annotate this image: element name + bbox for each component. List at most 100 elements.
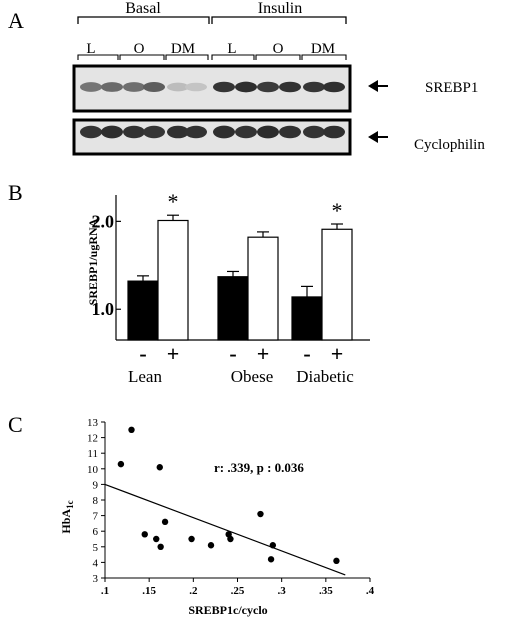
error-bar-lean-basal: [137, 275, 149, 282]
scatter-y-tick-label-3: 3: [93, 573, 99, 585]
srebp1-arrow-icon: [368, 80, 388, 92]
subgroup-label-insulin-o: O: [273, 41, 284, 57]
band-cyclophilin-7: [213, 125, 235, 139]
significance-marker-diabetic: *: [332, 198, 343, 223]
band-cyclophilin-9: [257, 125, 279, 139]
band-srebp1-9: [257, 81, 279, 93]
scatter-point-13: [267, 556, 275, 563]
band-cyclophilin-3: [123, 125, 145, 139]
scatter-ylabel: HbA1c: [59, 500, 75, 533]
blot-row-label-srebp1: SREBP1: [425, 80, 478, 96]
band-srebp1-6: [185, 82, 207, 92]
bar-lean-basal: [127, 280, 159, 341]
subgroup-label-insulin-l: L: [227, 41, 236, 57]
scatter-x-tick-label-0: .1: [101, 585, 109, 597]
band-cyclophilin-10: [279, 125, 301, 139]
bar-chart: 1.02.0- + - + - +* *: [92, 189, 370, 366]
scatter-point-11: [227, 535, 234, 543]
bar-chart-ylabel: SREBP1/ugRNA: [86, 218, 100, 305]
scatter-y-tick-label-9: 9: [93, 479, 99, 491]
bar-diabetic-insulin: [321, 228, 353, 341]
scatter-x-tick-label-4: .3: [278, 585, 287, 597]
band-srebp1-1: [80, 82, 102, 92]
band-cyclophilin-12: [323, 125, 345, 139]
significance-marker-lean: *: [168, 189, 179, 214]
scatter-point-3: [141, 531, 148, 538]
scatter-point-12: [257, 510, 264, 518]
bar-y-tick-label-1: 2.0: [92, 211, 115, 231]
blot-subgroup-labels: L O DM L O DM: [86, 41, 335, 57]
bar-diabetic-basal: [291, 296, 323, 341]
band-cyclophilin-8: [235, 125, 257, 139]
bar-category-label-diabetic: Diabetic: [296, 367, 354, 386]
scatter-y-tick-label-6: 6: [93, 526, 99, 538]
condition-label-diabetic-minus: -: [303, 341, 310, 366]
scatter-point-5: [156, 464, 163, 471]
scatter-y-tick-label-10: 10: [87, 464, 99, 476]
error-bar-diabetic-basal: [301, 285, 313, 297]
error-bar-obese-insulin: [257, 231, 269, 238]
panel-label-b: B: [8, 180, 23, 205]
band-srebp1-11: [303, 81, 325, 93]
band-cyclophilin-5: [167, 125, 189, 139]
scatter-y-tick-label-12: 12: [87, 433, 98, 445]
scatter-y-tick-label-13: 13: [87, 417, 99, 429]
band-srebp1-7: [213, 81, 235, 93]
bar-chart-category-labels: Lean Obese Diabetic: [128, 367, 354, 386]
panel-label-a: A: [8, 8, 24, 33]
condition-label-lean-minus: -: [139, 341, 146, 366]
group-label-basal: Basal: [125, 0, 161, 17]
scatter-point-9: [207, 542, 215, 549]
band-cyclophilin-4: [143, 125, 165, 139]
group-label-insulin: Insulin: [258, 0, 302, 17]
scatter-y-tick-label-7: 7: [93, 511, 99, 523]
panel-label-c: C: [8, 412, 23, 437]
band-srebp1-12: [323, 81, 345, 93]
scatter-xlabel: SREBP1c/cyclo: [188, 603, 267, 617]
error-bar-obese-basal: [227, 270, 239, 277]
subgroup-label-basal-o: O: [134, 41, 145, 57]
subgroup-label-basal-l: L: [86, 41, 95, 57]
blot-subgroups: [77, 54, 347, 60]
error-bar-lean-insulin: [167, 214, 179, 221]
error-bar-diabetic-insulin: [331, 223, 343, 230]
bar-category-label-obese: Obese: [231, 367, 273, 386]
condition-label-obese-plus: +: [257, 341, 270, 366]
scatter-point-2: [128, 426, 135, 433]
scatter-x-tick-label-6: .4: [366, 585, 375, 597]
scatter-y-tick-label-4: 4: [93, 557, 99, 569]
scatter-y-tick-label-8: 8: [93, 495, 99, 507]
band-cyclophilin-11: [303, 125, 325, 139]
scatter-ylabel-text: HbA: [59, 509, 73, 534]
cyclophilin-arrow-icon: [368, 131, 388, 143]
scatter-point-15: [333, 557, 340, 565]
svg-text:HbA1c: HbA1c: [59, 500, 75, 533]
bar-obese-basal: [217, 276, 249, 341]
scatter-annotation: r: .339, p : 0.036: [214, 460, 304, 475]
blot-row-label-cyclophilin: Cyclophilin: [414, 137, 485, 153]
subgroup-label-insulin-dm: DM: [311, 41, 335, 57]
scatter-x-tick-label-3: .25: [231, 585, 245, 597]
condition-label-diabetic-plus: +: [331, 341, 344, 366]
scatter-point-1: [117, 460, 125, 468]
band-srebp1-8: [235, 81, 257, 93]
band-srebp1-5: [167, 82, 189, 92]
band-cyclophilin-2: [101, 125, 123, 139]
scatter-x-tick-label-2: .2: [189, 585, 198, 597]
regression-line: [104, 483, 346, 576]
bar-category-label-lean: Lean: [128, 367, 162, 386]
scatter-point-8: [188, 535, 195, 543]
scatter-ylabel-subscript: 1c: [65, 500, 75, 509]
scatter-y-tick-label-11: 11: [87, 448, 98, 460]
blot-image-srebp1: [72, 64, 352, 113]
band-srebp1-2: [101, 82, 123, 92]
blot-group-insulin: Insulin: [211, 0, 347, 24]
condition-label-lean-plus: +: [167, 341, 180, 366]
subgroup-label-basal-dm: DM: [171, 41, 195, 57]
blot-group-basal: Basal: [77, 0, 210, 24]
scatter-y-tick-label-5: 5: [93, 542, 99, 554]
bar-obese-insulin: [247, 236, 279, 341]
scatter-x-tick-label-1: .15: [142, 585, 156, 597]
band-cyclophilin-6: [185, 125, 207, 139]
